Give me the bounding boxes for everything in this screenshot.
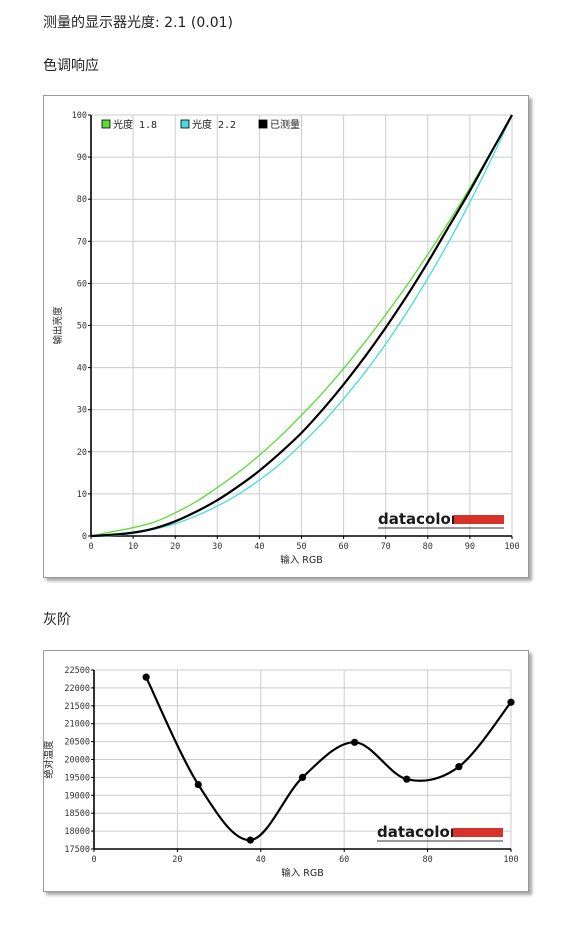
y-tick-label: 18000 [64, 827, 90, 837]
data-point [142, 673, 150, 681]
data-point [194, 780, 202, 789]
y-tick-label: 0 [82, 532, 87, 542]
logo-text: datacolor [377, 823, 458, 841]
y-tick-label: 20 [77, 448, 87, 458]
tone-response-chart: 0 10 20 30 40 50 60 70 80 90 100 0 10 20 30 40 50 60 70 80 9… [52, 111, 520, 566]
x-axis-title: 输入 RGB [280, 554, 323, 566]
x-tick-label: 0 [91, 855, 96, 865]
legend-swatch [101, 119, 111, 129]
y-tick-label: 80 [77, 195, 87, 205]
measured-gamma-text: 测量的显示器光度: 2.1 (0.01) [43, 15, 233, 31]
tone-response-chart-panel: 0 10 20 30 40 50 60 70 80 90 100 0 10 20 30 40 50 60 70 80 9… [43, 95, 529, 578]
x-tick-label: 30 [212, 542, 222, 552]
datacolor-logo: datacolor [377, 823, 503, 842]
data-point [351, 738, 359, 746]
grayscale-chart-panel: 0 20 40 60 80 100 17500 18000 18500 19000 19500 200… [43, 650, 529, 892]
x-tick-label: 90 [465, 542, 475, 552]
x-tick-label: 80 [422, 855, 432, 865]
series-line-1 [90, 114, 513, 537]
y-tick-label: 60 [77, 279, 87, 289]
x-tick-label: 40 [256, 855, 266, 865]
data-point [298, 773, 307, 781]
y-tick-label: 21000 [64, 720, 90, 730]
legend-label: 光度 2.2 [192, 118, 236, 131]
data-point [403, 775, 411, 783]
legend-label: 光度 1.8 [113, 118, 157, 131]
x-tick-label: 20 [172, 855, 182, 865]
y-axis-title: 绝对温度 [43, 740, 55, 779]
y-axis-title: 输出亮度 [52, 306, 64, 345]
y-tick-label: 100 [72, 111, 87, 121]
logo-red-bar [454, 515, 504, 524]
y-tick-label: 22500 [64, 666, 90, 676]
x-tick-label: 20 [170, 542, 180, 552]
logo-text: datacolor [378, 510, 459, 528]
y-tick-label: 17500 [64, 845, 90, 855]
y-tick-label: 19000 [64, 791, 90, 801]
data-point [246, 836, 254, 844]
legend-swatch [180, 119, 190, 129]
x-tick-label: 100 [504, 542, 519, 552]
y-tick-label: 90 [77, 153, 87, 163]
legend: 光度 1.8 光度 2.2 已测量 [101, 118, 300, 131]
y-tick-label: 10 [77, 490, 87, 500]
grayscale-heading: 灰阶 [43, 612, 71, 628]
x-axis-title: 输入 RGB [281, 867, 324, 879]
grid [90, 114, 513, 537]
x-tick-label: 40 [254, 542, 264, 552]
y-tick-label: 18500 [64, 809, 90, 819]
x-tick-label: 60 [339, 855, 349, 865]
series-line-2 [90, 114, 513, 537]
x-tick-label: 0 [88, 542, 93, 552]
grayscale-chart: 0 20 40 60 80 100 17500 18000 18500 19000 19500 200… [43, 666, 519, 879]
y-tick-label: 21500 [64, 702, 90, 712]
y-tick-label: 70 [77, 237, 87, 247]
series-line-3 [90, 114, 513, 538]
x-tick-label: 100 [503, 855, 518, 865]
data-point [507, 698, 515, 706]
y-tick-label: 30 [77, 406, 87, 416]
y-tick-label: 20500 [64, 738, 90, 748]
y-tick-label: 22000 [64, 684, 90, 694]
data-point [455, 763, 463, 771]
x-tick-label: 80 [423, 542, 433, 552]
y-tick-label: 20000 [64, 756, 90, 766]
tone-response-heading: 色调响应 [43, 58, 99, 74]
y-tick-label: 40 [77, 364, 87, 374]
logo-red-bar [453, 828, 503, 837]
series-line-1 [145, 676, 512, 842]
datacolor-logo: datacolor [378, 510, 504, 529]
x-tick-label: 50 [296, 542, 306, 552]
x-tick-label: 70 [381, 542, 391, 552]
legend-label: 已测量 [270, 118, 300, 131]
y-tick-label: 50 [77, 322, 87, 332]
legend-swatch [258, 119, 268, 129]
x-tick-label: 60 [338, 542, 348, 552]
y-tick-label: 19500 [64, 773, 90, 783]
x-tick-label: 10 [128, 542, 138, 552]
